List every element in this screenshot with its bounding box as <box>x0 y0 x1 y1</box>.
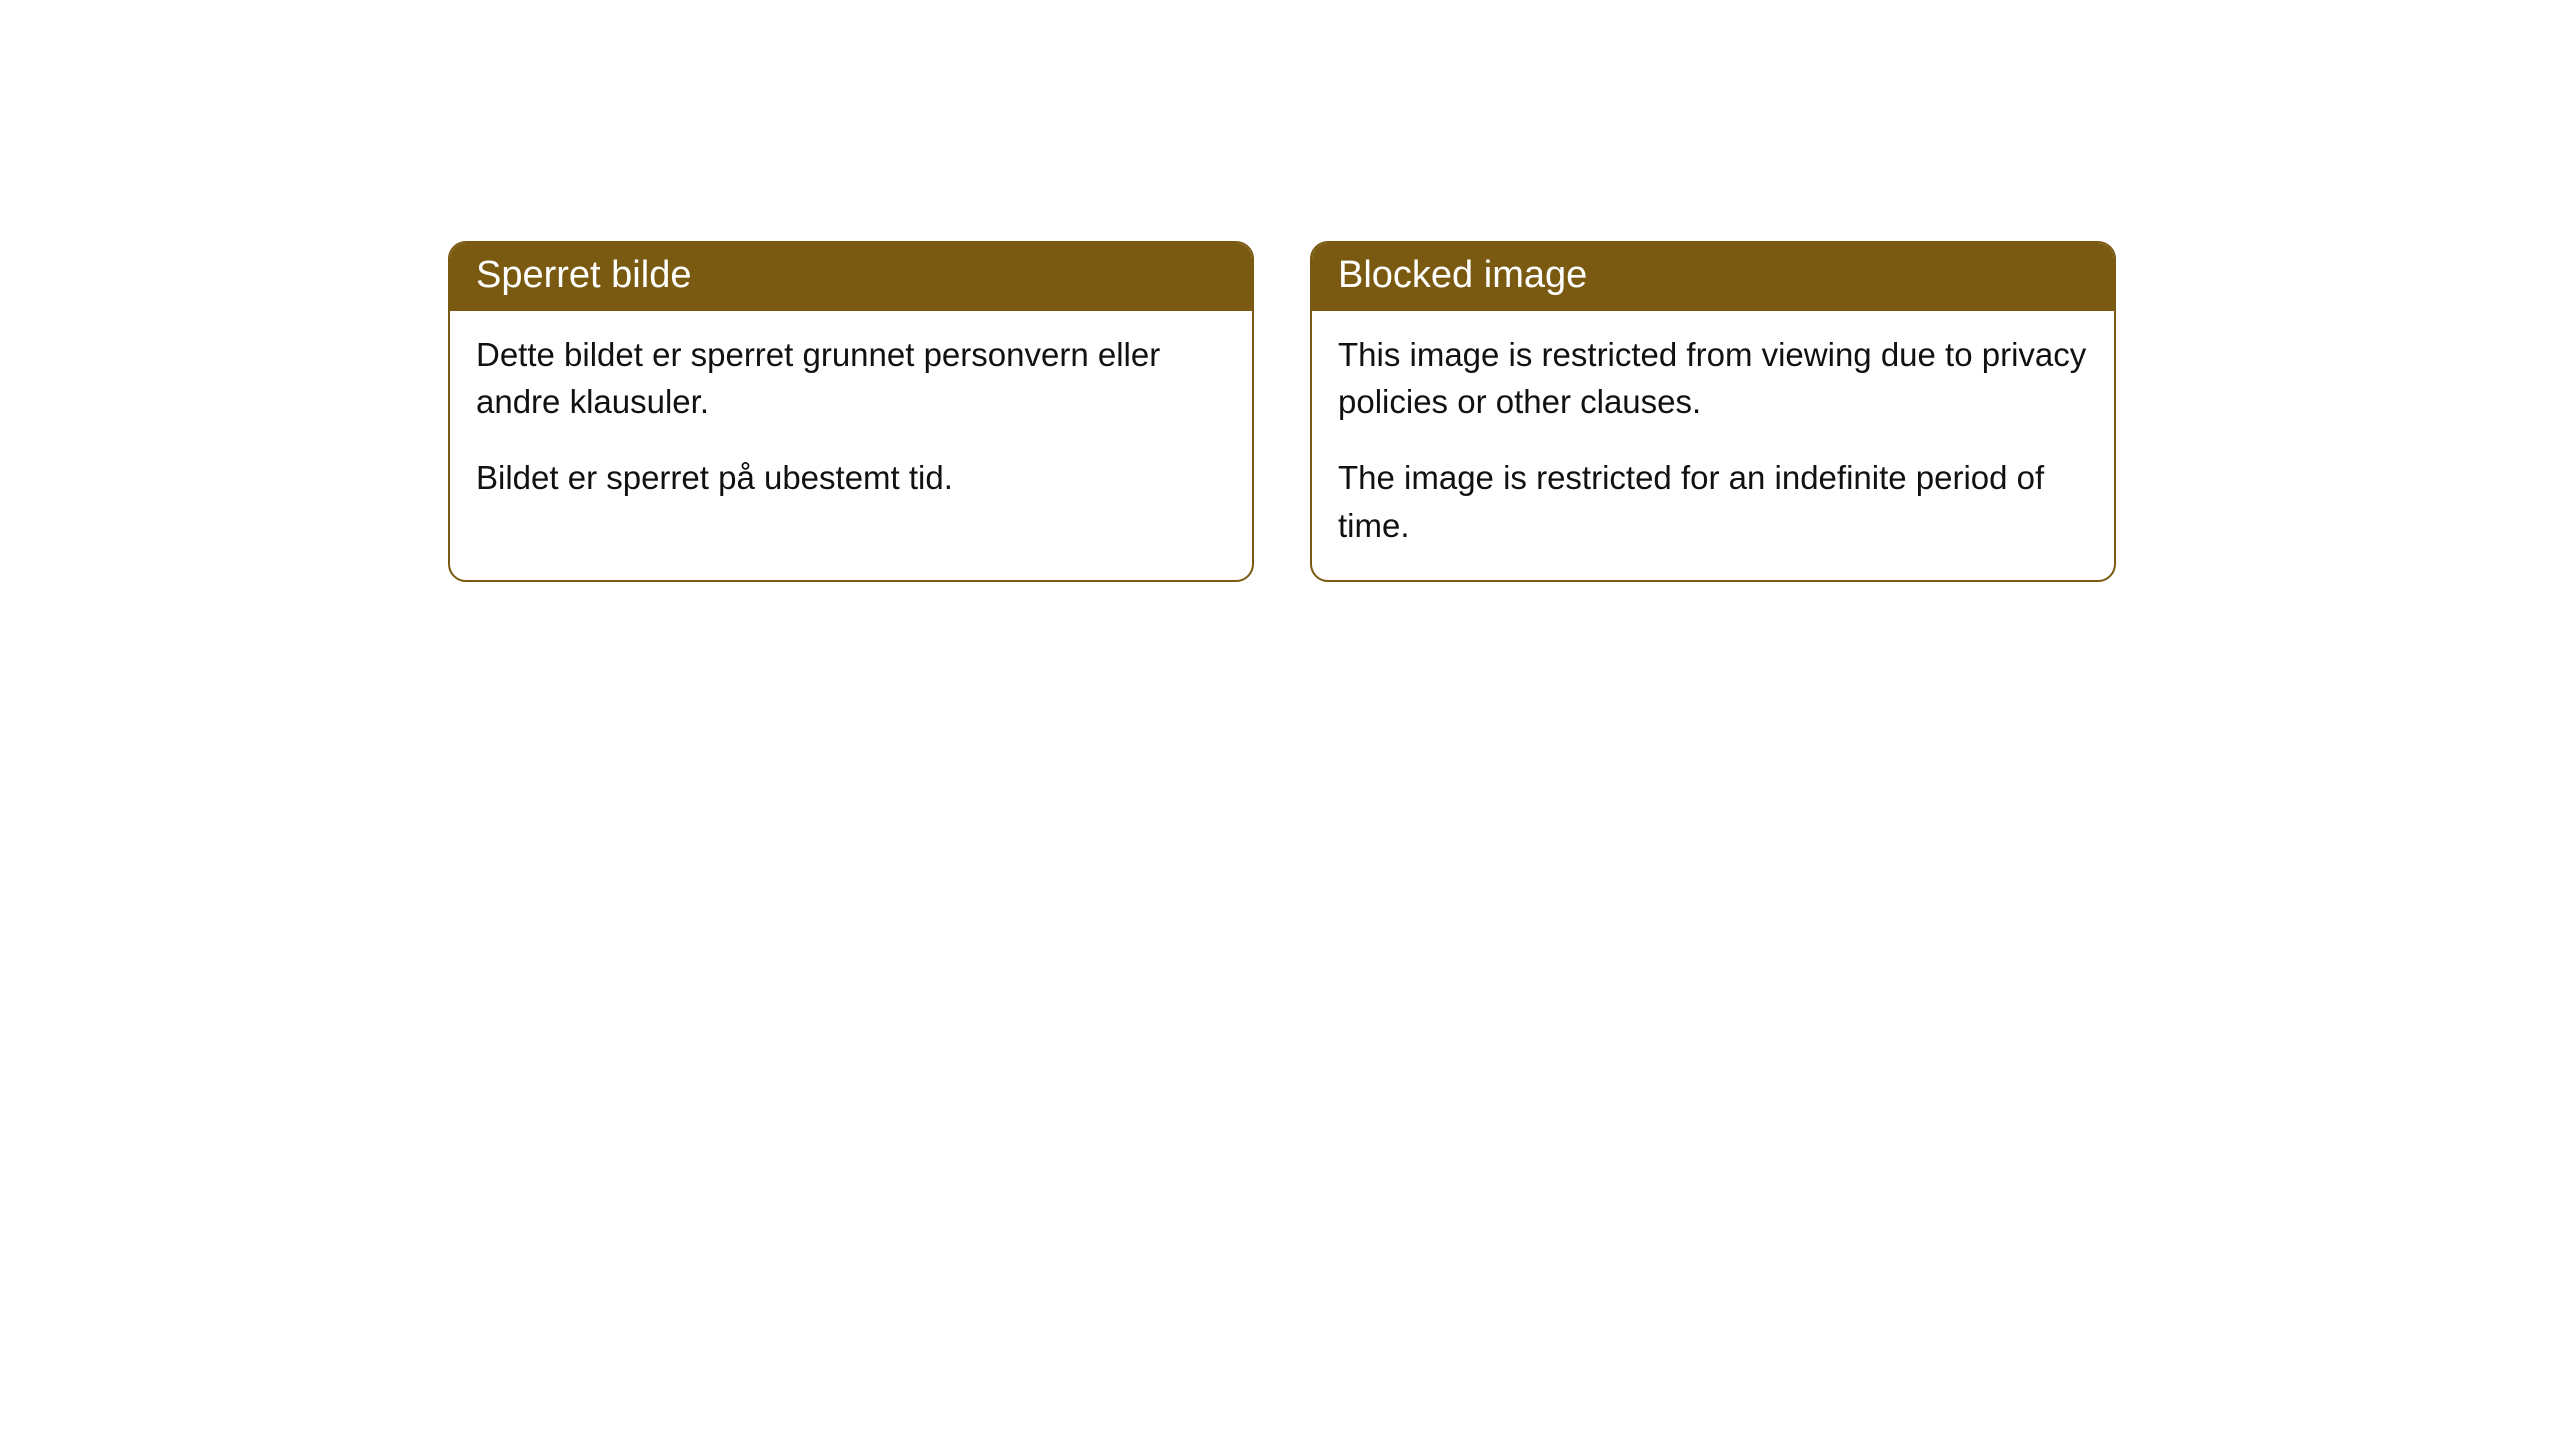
notice-title-english: Blocked image <box>1312 243 2114 311</box>
notice-container: Sperret bilde Dette bildet er sperret gr… <box>448 241 2116 582</box>
notice-body-norwegian: Dette bildet er sperret grunnet personve… <box>450 311 1252 533</box>
notice-card-english: Blocked image This image is restricted f… <box>1310 241 2116 582</box>
notice-paragraph: Bildet er sperret på ubestemt tid. <box>476 454 1226 502</box>
notice-paragraph: Dette bildet er sperret grunnet personve… <box>476 331 1226 427</box>
notice-card-norwegian: Sperret bilde Dette bildet er sperret gr… <box>448 241 1254 582</box>
notice-paragraph: The image is restricted for an indefinit… <box>1338 454 2088 550</box>
notice-body-english: This image is restricted from viewing du… <box>1312 311 2114 580</box>
notice-title-norwegian: Sperret bilde <box>450 243 1252 311</box>
notice-paragraph: This image is restricted from viewing du… <box>1338 331 2088 427</box>
